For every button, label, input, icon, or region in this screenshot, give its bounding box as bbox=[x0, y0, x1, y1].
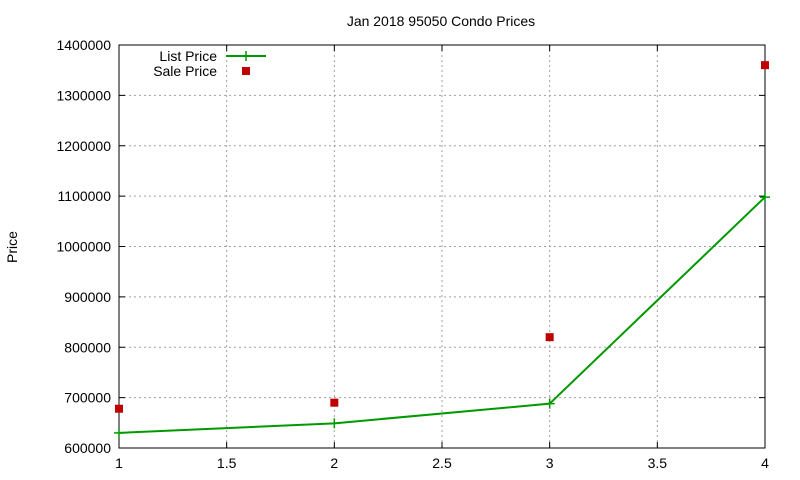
y-tick-label: 900000 bbox=[64, 289, 111, 305]
legend-item: Sale Price bbox=[153, 63, 250, 79]
y-axis-label: Price bbox=[4, 231, 20, 263]
legend-marker bbox=[242, 67, 250, 75]
tick-labels: 1 1.5 2 2.5 3 3.5 4 600000 700000 800000 900000 100… bbox=[56, 37, 769, 471]
legend-label: Sale Price bbox=[153, 63, 217, 79]
x-tick-label: 2.5 bbox=[432, 455, 452, 471]
series-list-price bbox=[114, 192, 770, 438]
axes bbox=[118, 44, 766, 449]
chart-title: Jan 2018 95050 Condo Prices bbox=[347, 13, 535, 29]
x-tick-label: 1 bbox=[115, 455, 123, 471]
y-tick-label: 1100000 bbox=[58, 188, 112, 204]
x-tick-label: 3.5 bbox=[648, 455, 668, 471]
data-point bbox=[544, 398, 555, 409]
y-tick-label: 1000000 bbox=[56, 239, 111, 255]
x-tick-label: 1.5 bbox=[217, 455, 237, 471]
x-tick-label: 4 bbox=[761, 455, 769, 471]
plot-border bbox=[118, 44, 766, 449]
legend-marker bbox=[241, 51, 251, 61]
data-point bbox=[545, 333, 554, 342]
data-point bbox=[329, 418, 340, 429]
x-tick-label: 3 bbox=[546, 455, 554, 471]
legend-label: List Price bbox=[159, 48, 217, 64]
y-tick-label: 600000 bbox=[64, 440, 111, 456]
series-line bbox=[118, 196, 766, 434]
legend-item: List Price bbox=[159, 48, 266, 64]
series bbox=[114, 61, 770, 438]
data-point bbox=[115, 404, 123, 413]
y-tick-label: 1300000 bbox=[56, 87, 111, 103]
grid bbox=[119, 45, 765, 448]
series-sale-price bbox=[115, 61, 769, 413]
data-point bbox=[761, 61, 769, 70]
y-tick-label: 700000 bbox=[64, 390, 111, 406]
data-point bbox=[330, 398, 339, 407]
y-tick-label: 1200000 bbox=[56, 138, 111, 154]
y-tick-label: 800000 bbox=[64, 339, 111, 355]
y-tick-label: 1400000 bbox=[56, 37, 111, 53]
data-point bbox=[114, 427, 124, 438]
x-tick-label: 2 bbox=[330, 455, 338, 471]
data-point bbox=[760, 192, 770, 203]
